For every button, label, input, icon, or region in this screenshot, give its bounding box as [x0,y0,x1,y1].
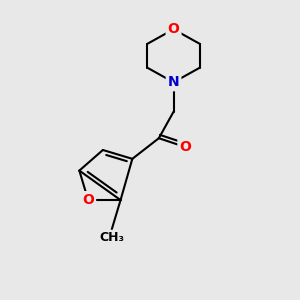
Text: O: O [179,140,191,154]
Text: CH₃: CH₃ [99,231,124,244]
Text: O: O [82,193,94,207]
Text: O: O [168,22,179,36]
Text: N: N [168,75,179,89]
